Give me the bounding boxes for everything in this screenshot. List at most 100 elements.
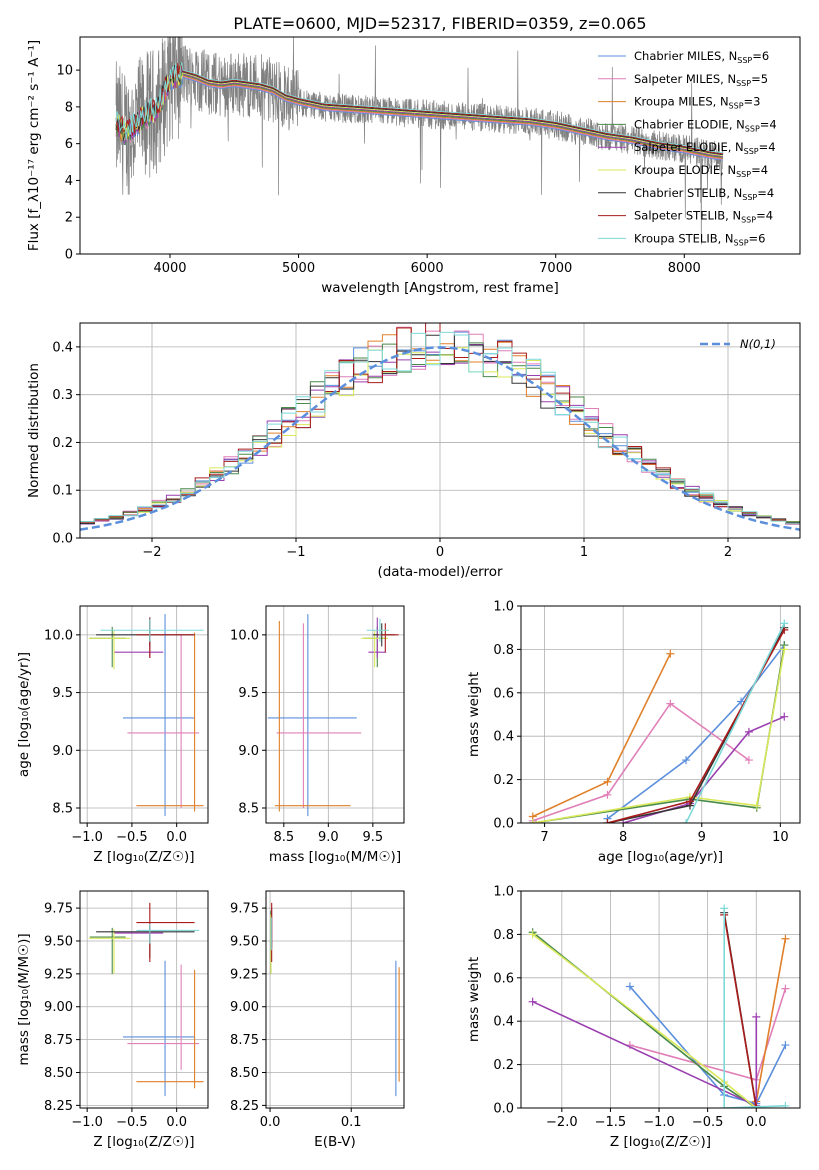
x-tick-label: 0.0 <box>166 830 187 845</box>
weight_vs_age-xlabel: age [log₁₀(age/yr)] <box>598 849 723 865</box>
y-tick-label: 9.00 <box>44 1000 73 1015</box>
normal-curve-line <box>80 346 800 531</box>
plus-marker <box>781 984 790 993</box>
plus-marker <box>666 699 675 708</box>
plus-marker <box>752 1104 761 1108</box>
y-tick-label: 10.0 <box>230 628 259 643</box>
x-tick-label: 4000 <box>153 261 186 276</box>
plus-marker <box>603 819 612 823</box>
y-tick-label: 0.1 <box>52 484 73 499</box>
x-tick-label: 0.0 <box>746 1115 767 1130</box>
legend-entry: Salpeter MILES, NSSP=5 <box>634 72 768 88</box>
y-tick-label: 9.25 <box>230 967 259 982</box>
y-tick-label: 8.5 <box>52 801 73 816</box>
weight_vs_Z-ylabel: mass weight <box>466 957 482 1042</box>
y-tick-label: 0 <box>65 248 73 263</box>
errorbar-point <box>267 614 357 817</box>
errorbar-point <box>368 617 387 658</box>
plus-marker <box>625 982 634 991</box>
y-tick-label: 0.2 <box>493 773 514 788</box>
legend-entry: Kroupa STELIB, NSSP=6 <box>634 231 765 247</box>
y-tick-label: 0.6 <box>493 971 514 986</box>
age_vs_Z-ylabel: age [log₁₀(age/yr)] <box>16 652 32 777</box>
plus-marker <box>603 777 612 786</box>
x-tick-label: 10 <box>772 830 789 845</box>
errorbar-point <box>378 623 399 653</box>
y-tick-label: 0.0 <box>52 532 73 547</box>
y-tick-label: 1.0 <box>493 885 514 900</box>
model-line-chabrier-miles <box>115 67 723 161</box>
mass_vs_ebv-xlabel: E(B-V) <box>314 1134 356 1150</box>
legend-entry: Kroupa ELODIE, NSSP=4 <box>634 163 768 179</box>
x-tick-label: 5000 <box>282 261 315 276</box>
errorbar-point <box>276 623 362 808</box>
mass_vs_ebv-frame <box>265 890 405 1109</box>
model-line-kroupa-elodie <box>115 64 723 157</box>
plus-marker <box>682 756 691 765</box>
y-tick-label: 0.4 <box>52 340 73 355</box>
spectrum-xlabel: wavelength [Angstrom, rest frame] <box>321 280 559 296</box>
weight_vs_age-axes: 7 8 9 10 0.0 0.2 0.4 0.6 0.8 1.0 <box>493 600 800 845</box>
plus-marker <box>752 801 761 810</box>
mass_vs_Z-frame <box>79 890 209 1109</box>
errorbar-point <box>88 929 131 974</box>
y-tick-label: 8 <box>65 100 73 115</box>
plus-marker <box>737 697 746 706</box>
plus-marker <box>528 930 537 939</box>
model-line-kroupa-stelib <box>115 61 723 154</box>
histogram-kroupa-stelib <box>80 331 800 525</box>
weight-line-chabrier-miles <box>607 644 785 820</box>
mass_vs_ebv-axes: 0.0 0.1 8.25 8.50 8.75 9.00 9.25 9.50 9.75 <box>230 891 404 1130</box>
errorbar-point <box>88 630 131 670</box>
plus-marker <box>666 649 675 658</box>
y-tick-label: 9.0 <box>238 744 259 759</box>
spectrum-ylabel: Flux [f_λ10⁻¹⁷ erg cm⁻² s⁻¹ A⁻¹] <box>26 40 42 251</box>
age_vs_mass-frame <box>265 605 405 824</box>
model-line-salpeter-elodie <box>115 64 723 157</box>
model-line-chabrier-stelib <box>115 63 723 156</box>
y-tick-label: 0.8 <box>493 643 514 658</box>
y-tick-label: 8.75 <box>44 1033 73 1048</box>
x-tick-label: −2 <box>142 545 161 560</box>
mass_vs_Z-ylabel: mass [log₁₀(M/M☉)] <box>16 933 32 1065</box>
plus-marker <box>780 645 789 654</box>
plus-marker <box>528 819 537 823</box>
legend-entry: Chabrier STELIB, NSSP=4 <box>634 186 774 202</box>
x-tick-label: −1 <box>286 545 305 560</box>
plus-marker <box>720 1104 729 1108</box>
x-tick-label: −2.0 <box>546 1115 578 1130</box>
y-tick-label: 0.2 <box>52 436 73 451</box>
errorbar-point <box>122 960 195 1097</box>
y-tick-label: 0.0 <box>493 817 514 832</box>
model-line-kroupa-miles <box>115 65 723 159</box>
plus-marker <box>528 997 537 1006</box>
y-tick-label: 9.75 <box>44 902 73 917</box>
weight_vs_Z-axes: −2.0 −1.5 −1.0 −0.5 0.0 0.0 0.2 0.4 0.6 0.8 1.0 <box>493 885 800 1130</box>
weight_vs_Z-frame <box>520 890 801 1109</box>
y-tick-label: 9.00 <box>230 1000 259 1015</box>
plus-marker <box>780 712 789 721</box>
legend-entry: Chabrier MILES, NSSP=6 <box>634 49 769 65</box>
y-tick-label: 2 <box>65 211 73 226</box>
legend-entry: Salpeter STELIB, NSSP=4 <box>634 209 773 225</box>
x-tick-label: −1.0 <box>71 830 103 845</box>
y-tick-label: 10 <box>56 64 73 79</box>
plus-marker <box>781 934 790 943</box>
x-tick-label: −1.5 <box>595 1115 627 1130</box>
plus-marker <box>781 1041 790 1050</box>
plus-marker <box>685 797 694 806</box>
weight-line-kroupa-elodie <box>532 649 786 823</box>
y-tick-label: 9.0 <box>52 744 73 759</box>
weight-line-salpeter-stelib <box>723 914 758 1108</box>
x-tick-label: 9.0 <box>318 830 339 845</box>
y-tick-label: 0.6 <box>493 686 514 701</box>
legend-entry: Salpeter ELODIE, NSSP=4 <box>634 140 776 156</box>
spectrum-frame <box>79 36 801 255</box>
x-tick-label: 0.1 <box>341 1115 362 1130</box>
errorbar-point <box>366 618 389 642</box>
y-tick-label: 10.0 <box>44 628 73 643</box>
plus-marker <box>720 904 729 913</box>
errorbar-point <box>127 964 200 1070</box>
errorbar-point <box>136 969 204 1089</box>
x-tick-label: 6000 <box>411 261 444 276</box>
